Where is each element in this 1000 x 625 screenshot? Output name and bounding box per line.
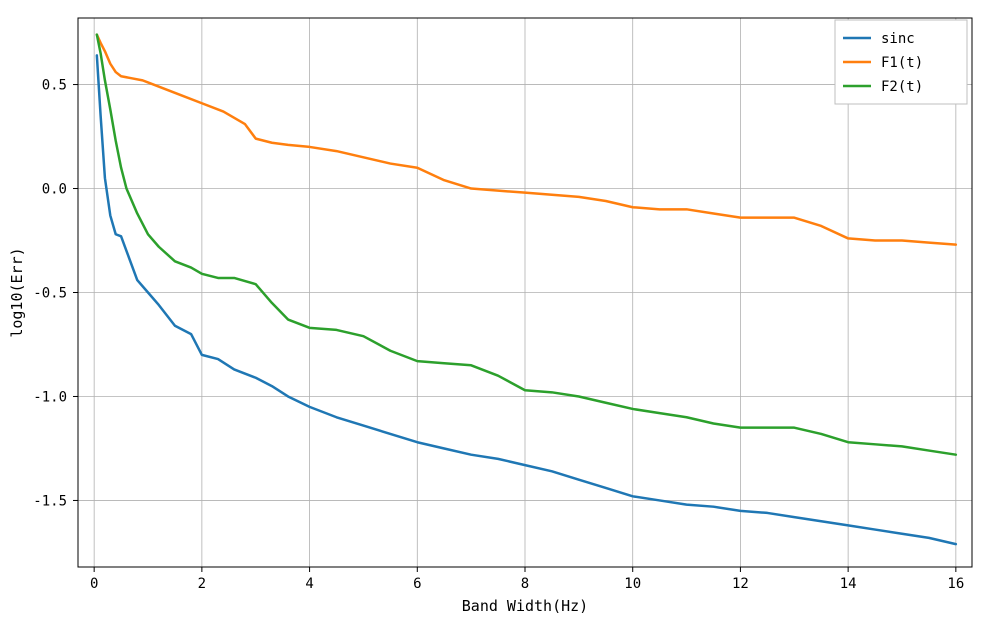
x-tick-label: 4 [305,576,313,592]
y-tick-label: 0.5 [42,78,67,94]
x-tick-label: 16 [947,576,964,592]
legend: sinc F1(t) F2(t) [835,20,967,104]
y-tick-label: 0.0 [42,182,67,198]
line-chart: 0 2 4 6 8 10 12 14 16 -1.5 -1.0 -0.5 0.0 0.5 Band Widt… [0,0,1000,625]
x-tick-label: 0 [90,576,98,592]
x-tick-label: 14 [840,576,857,592]
legend-label: F1(t) [881,55,923,71]
y-tick-label: -1.0 [33,389,67,405]
y-tick-label: -0.5 [33,286,67,302]
x-tick-label: 6 [413,576,421,592]
legend-label: F2(t) [881,79,923,95]
x-axis-label: Band Width(Hz) [462,597,588,615]
x-tick-label: 8 [521,576,529,592]
chart-container: 0 2 4 6 8 10 12 14 16 -1.5 -1.0 -0.5 0.0 0.5 Band Widt… [0,0,1000,625]
legend-label: sinc [881,31,915,47]
x-tick-label: 10 [624,576,641,592]
y-axis-label: log10(Err) [8,247,26,337]
x-tick-label: 2 [198,576,206,592]
y-tick-label: -1.5 [33,493,67,509]
x-tick-label: 12 [732,576,749,592]
